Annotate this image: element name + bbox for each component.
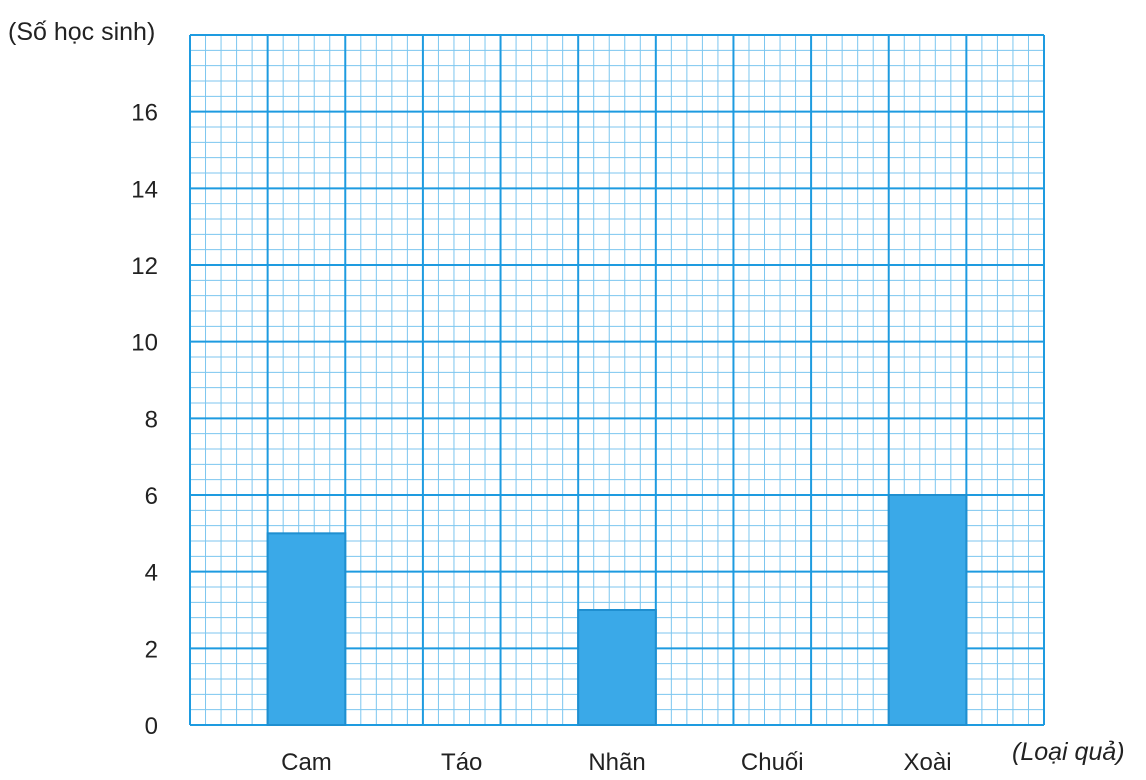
grid-major xyxy=(189,34,1045,726)
y-tick-label: 10 xyxy=(131,330,158,357)
x-tick-label: Cam xyxy=(281,749,332,776)
bar xyxy=(266,532,347,726)
x-tick-label: Táo xyxy=(441,749,482,776)
x-tick-label: Xoài xyxy=(904,749,952,776)
x-tick-labels: Cam Táo Nhãn Chuối Xoài xyxy=(281,749,951,776)
y-tick-label: 2 xyxy=(145,636,158,663)
y-tick-label: 6 xyxy=(145,483,158,510)
y-tick-labels: 0 2 4 6 8 10 12 14 16 xyxy=(131,100,158,740)
x-axis-title: (Loại quả) xyxy=(1012,738,1125,766)
y-tick-label: 16 xyxy=(131,100,158,127)
y-axis-title: (Số học sinh) xyxy=(8,18,156,46)
y-tick-label: 12 xyxy=(131,253,158,280)
y-tick-label: 4 xyxy=(145,560,158,587)
x-tick-label: Nhãn xyxy=(588,749,645,776)
y-tick-label: 0 xyxy=(145,713,158,740)
y-tick-label: 14 xyxy=(131,176,158,203)
bar xyxy=(887,494,968,726)
x-tick-label: Chuối xyxy=(741,749,804,776)
y-tick-label: 8 xyxy=(145,406,158,433)
bars xyxy=(266,494,968,726)
bar xyxy=(577,609,657,726)
